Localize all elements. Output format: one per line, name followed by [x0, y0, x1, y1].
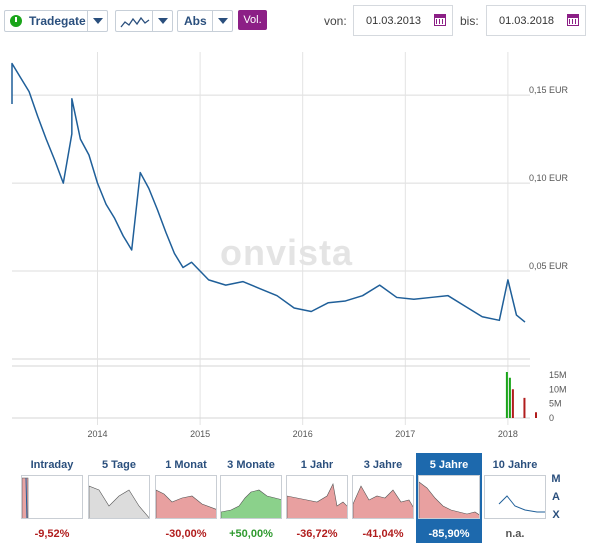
x-tick-label: 2015: [190, 429, 210, 439]
calendar-icon[interactable]: [567, 14, 579, 26]
period-title: 5 Tage: [101, 459, 137, 471]
to-date-field[interactable]: 01.03.2018: [486, 5, 586, 36]
period-thumbnail: [286, 475, 348, 519]
period-tab-10-jahre[interactable]: 10 Jahre n.a.: [482, 453, 548, 543]
period-tab-intraday[interactable]: Intraday -9,52%: [19, 453, 85, 543]
y-tick-label: 0,05 EUR: [529, 261, 569, 271]
period-thumbnail: [418, 475, 480, 519]
volume-bar: [511, 389, 514, 418]
period-change-value: +50,00%: [229, 528, 273, 540]
calendar-icon[interactable]: [434, 14, 446, 26]
period-tab-3-jahre[interactable]: 3 Jahre -41,04%: [350, 453, 416, 543]
period-change-value: n.a.: [505, 528, 525, 540]
volume-tick-label: 0: [549, 413, 554, 423]
volume-bar: [508, 377, 511, 418]
x-tick-label: 2014: [87, 429, 107, 439]
period-title: 5 Jahre: [429, 459, 469, 471]
period-title: 3 Jahre: [363, 459, 403, 471]
period-title: 1 Monat: [165, 459, 207, 471]
chevron-down-icon[interactable]: [212, 11, 232, 31]
volume-tick-label: 15M: [549, 370, 567, 380]
to-date-value: 01.03.2018: [499, 15, 555, 27]
exchange-select[interactable]: Tradegate: [4, 10, 108, 32]
price-series-line: [11, 62, 526, 323]
period-tab-1-jahr[interactable]: 1 Jahr -36,72%: [284, 453, 350, 543]
period-title: 1 Jahr: [300, 459, 334, 471]
period-change-value: -41,04%: [362, 528, 404, 540]
volume-bar: [505, 372, 508, 418]
period-title: 3 Monate: [227, 459, 275, 471]
period-change-value: -36,72%: [296, 528, 338, 540]
period-thumbnail: [88, 475, 150, 519]
x-tick-label: 2017: [395, 429, 415, 439]
x-tick-label: 2016: [293, 429, 313, 439]
period-thumbnail: [484, 475, 546, 519]
volume-tick-label: 5M: [549, 399, 562, 409]
chevron-down-icon[interactable]: [87, 11, 107, 31]
volume-tick-label: 10M: [549, 384, 567, 394]
from-date-value: 01.03.2013: [366, 15, 422, 27]
y-tick-label: 0,15 EUR: [529, 85, 569, 95]
x-tick-label: 2018: [498, 429, 518, 439]
period-tab-1-monat[interactable]: 1 Monat -30,00%: [153, 453, 219, 543]
period-change-value: -9,52%: [34, 528, 70, 540]
period-thumbnail: [155, 475, 217, 519]
watermark-logo: onvista: [220, 232, 354, 273]
period-tab-5-tage[interactable]: 5 Tage: [86, 453, 152, 543]
max-label-a[interactable]: A: [552, 491, 560, 503]
from-label: von:: [324, 14, 347, 28]
period-title: 10 Jahre: [492, 459, 538, 471]
period-thumbnail: [352, 475, 414, 519]
y-tick-label: 0,10 EUR: [529, 173, 569, 183]
period-change-value: -85,90%: [428, 528, 470, 540]
max-label-x[interactable]: X: [552, 509, 560, 521]
period-thumbnail: [220, 475, 282, 519]
period-tab-5-jahre[interactable]: 5 Jahre -85,90%: [416, 453, 482, 543]
chart-type-select[interactable]: [115, 10, 173, 32]
scale-select[interactable]: Abs: [177, 10, 233, 32]
max-label-m[interactable]: M: [551, 473, 561, 485]
exchange-label: Tradegate: [29, 14, 86, 28]
from-date-field[interactable]: 01.03.2013: [353, 5, 453, 36]
period-thumbnail: [21, 475, 83, 519]
period-title: Intraday: [30, 459, 74, 471]
volume-bar: [535, 412, 537, 418]
period-change-value: -30,00%: [165, 528, 207, 540]
chevron-down-icon[interactable]: [152, 11, 172, 31]
status-icon: [10, 15, 22, 27]
to-label: bis:: [460, 14, 479, 28]
scale-label: Abs: [184, 14, 207, 28]
period-tab-3-monate[interactable]: 3 Monate +50,00%: [218, 453, 284, 543]
volume-toggle-button[interactable]: Vol.: [238, 10, 267, 30]
volume-bar: [523, 397, 526, 418]
price-chart[interactable]: 0,15 EUR 0,10 EUR 0,05 EUR 2014 2015 2016 2017…: [0, 50, 593, 445]
line-chart-icon: [120, 16, 150, 28]
